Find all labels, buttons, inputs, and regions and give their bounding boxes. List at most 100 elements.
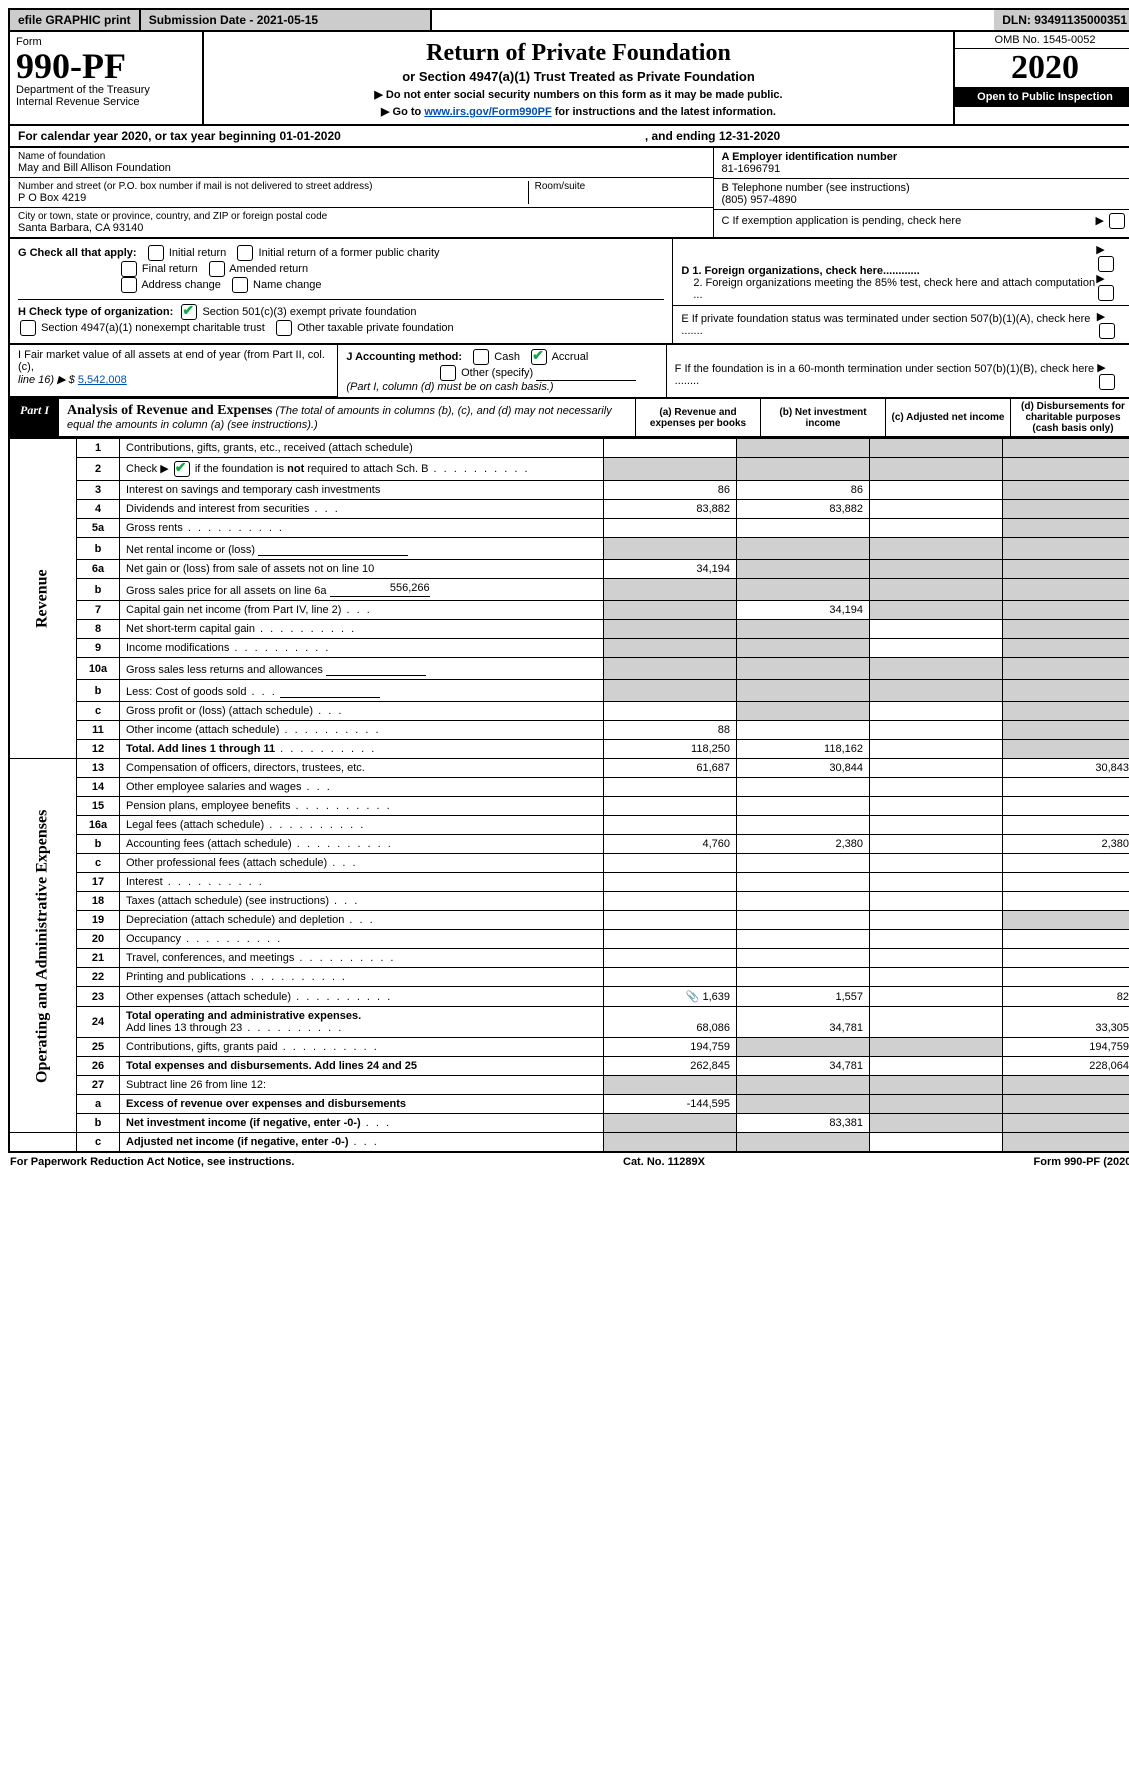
- part1-header: Part I Analysis of Revenue and Expenses …: [8, 399, 1129, 438]
- table-row: Revenue 1Contributions, gifts, grants, e…: [9, 439, 1129, 458]
- foreign-org-checkbox[interactable]: [1098, 256, 1114, 272]
- 501c3-checkbox[interactable]: [181, 304, 197, 320]
- table-row: 4Dividends and interest from securities …: [9, 500, 1129, 519]
- foundation-name-row: Name of foundation May and Bill Allison …: [10, 148, 713, 178]
- open-public: Open to Public Inspection: [955, 87, 1129, 107]
- table-row: cOther professional fees (attach schedul…: [9, 854, 1129, 873]
- col-c-header: (c) Adjusted net income: [885, 399, 1010, 436]
- dln-label: DLN: 93491135000351: [994, 10, 1129, 30]
- instruction-1: ▶ Do not enter social security numbers o…: [210, 88, 947, 101]
- other-taxable-checkbox[interactable]: [276, 320, 292, 336]
- entity-info: Name of foundation May and Bill Allison …: [8, 148, 1129, 239]
- table-row: 26Total expenses and disbursements. Add …: [9, 1057, 1129, 1076]
- fmv-link[interactable]: 5,542,008: [78, 374, 127, 386]
- table-row: 16aLegal fees (attach schedule): [9, 816, 1129, 835]
- irs-link[interactable]: www.irs.gov/Form990PF: [424, 106, 551, 118]
- table-row: bGross sales price for all assets on lin…: [9, 579, 1129, 601]
- g-row: G Check all that apply: Initial return I…: [18, 245, 664, 293]
- table-row: 2 Check ▶ if the foundation is not requi…: [9, 458, 1129, 481]
- i-box: I Fair market value of all assets at end…: [10, 345, 338, 397]
- name-change-checkbox[interactable]: [232, 277, 248, 293]
- initial-return-checkbox[interactable]: [148, 245, 164, 261]
- form-header: Form 990-PF Department of the Treasury I…: [8, 32, 1129, 126]
- table-row: 18Taxes (attach schedule) (see instructi…: [9, 892, 1129, 911]
- schb-checkbox[interactable]: [174, 461, 190, 477]
- checkbox-area: G Check all that apply: Initial return I…: [8, 239, 1129, 345]
- form-subtitle: or Section 4947(a)(1) Trust Treated as P…: [210, 69, 947, 84]
- address-row: Number and street (or P.O. box number if…: [10, 178, 713, 208]
- table-row: bNet rental income or (loss): [9, 538, 1129, 560]
- efile-label: efile GRAPHIC print: [10, 10, 141, 30]
- other-method-checkbox[interactable]: [440, 365, 456, 381]
- dept-label: Department of the Treasury: [16, 84, 196, 96]
- top-bar: efile GRAPHIC print Submission Date - 20…: [8, 8, 1129, 32]
- table-row: Operating and Administrative Expenses 13…: [9, 759, 1129, 778]
- instruction-2: ▶ Go to www.irs.gov/Form990PF for instru…: [210, 105, 947, 118]
- calendar-row: For calendar year 2020, or tax year begi…: [8, 126, 1129, 148]
- address-change-checkbox[interactable]: [121, 277, 137, 293]
- exemption-checkbox[interactable]: [1109, 213, 1125, 229]
- table-row: 7Capital gain net income (from Part IV, …: [9, 601, 1129, 620]
- part1-table: Revenue 1Contributions, gifts, grants, e…: [8, 438, 1129, 1153]
- page-footer: For Paperwork Reduction Act Notice, see …: [8, 1153, 1129, 1171]
- table-row: 17Interest: [9, 873, 1129, 892]
- city-row: City or town, state or province, country…: [10, 208, 713, 237]
- form-title: Return of Private Foundation: [210, 40, 947, 67]
- cash-checkbox[interactable]: [473, 349, 489, 365]
- initial-former-checkbox[interactable]: [237, 245, 253, 261]
- phone-value: (805) 957-4890: [722, 194, 1128, 206]
- calendar-begin: For calendar year 2020, or tax year begi…: [18, 129, 645, 143]
- table-row: aExcess of revenue over expenses and dis…: [9, 1095, 1129, 1114]
- table-row: 20Occupancy: [9, 930, 1129, 949]
- table-row: 11Other income (attach schedule) 88: [9, 721, 1129, 740]
- j-box: J Accounting method: Cash Accrual Other …: [338, 345, 665, 397]
- 4947-checkbox[interactable]: [20, 320, 36, 336]
- table-row: bNet investment income (if negative, ent…: [9, 1114, 1129, 1133]
- table-row: 22Printing and publications: [9, 968, 1129, 987]
- table-row: 21Travel, conferences, and meetings: [9, 949, 1129, 968]
- table-row: cAdjusted net income (if negative, enter…: [9, 1133, 1129, 1153]
- foreign-85-checkbox[interactable]: [1098, 285, 1114, 301]
- part1-label: Part I: [10, 399, 59, 436]
- tax-year: 2020: [955, 49, 1129, 87]
- street-address: P O Box 4219: [18, 192, 528, 204]
- d-row: D 1. Foreign organizations, check here..…: [673, 239, 1129, 306]
- irs-label: Internal Revenue Service: [16, 96, 196, 108]
- table-row: 25Contributions, gifts, grants paid 194,…: [9, 1038, 1129, 1057]
- expenses-side-label: Operating and Administrative Expenses: [9, 759, 77, 1133]
- table-row: cGross profit or (loss) (attach schedule…: [9, 702, 1129, 721]
- e-row: E If private foundation status was termi…: [673, 306, 1129, 343]
- exemption-row: C If exemption application is pending, c…: [714, 210, 1129, 232]
- city-state-zip: Santa Barbara, CA 93140: [18, 222, 705, 234]
- form-footer-label: Form 990-PF (2020): [1034, 1156, 1129, 1168]
- h-row: H Check type of organization: Section 50…: [18, 299, 664, 336]
- form-number: 990-PF: [16, 48, 196, 84]
- col-b-header: (b) Net investment income: [760, 399, 885, 436]
- foundation-name: May and Bill Allison Foundation: [18, 162, 705, 174]
- header-center: Return of Private Foundation or Section …: [204, 32, 953, 124]
- table-row: 14Other employee salaries and wages: [9, 778, 1129, 797]
- header-left: Form 990-PF Department of the Treasury I…: [10, 32, 204, 124]
- phone-row: B Telephone number (see instructions) (8…: [714, 179, 1129, 210]
- table-row: 8Net short-term capital gain: [9, 620, 1129, 639]
- ein-value: 81-1696791: [722, 163, 1128, 175]
- table-row: bLess: Cost of goods sold: [9, 680, 1129, 702]
- amended-return-checkbox[interactable]: [209, 261, 225, 277]
- final-return-checkbox[interactable]: [121, 261, 137, 277]
- accrual-checkbox[interactable]: [531, 349, 547, 365]
- 60month-checkbox[interactable]: [1099, 374, 1115, 390]
- lower-area: I Fair market value of all assets at end…: [8, 345, 1129, 399]
- terminated-checkbox[interactable]: [1099, 323, 1115, 339]
- col-d-header: (d) Disbursements for charitable purpose…: [1010, 399, 1129, 436]
- revenue-side-label: Revenue: [9, 439, 77, 759]
- table-row: 6aNet gain or (loss) from sale of assets…: [9, 560, 1129, 579]
- table-row: bAccounting fees (attach schedule) 4,760…: [9, 835, 1129, 854]
- col-a-header: (a) Revenue and expenses per books: [635, 399, 760, 436]
- table-row: 23Other expenses (attach schedule) 📎 1,6…: [9, 987, 1129, 1007]
- table-row: 3Interest on savings and temporary cash …: [9, 481, 1129, 500]
- part1-title: Analysis of Revenue and Expenses (The to…: [59, 399, 635, 436]
- table-row: 12Total. Add lines 1 through 11 118,2501…: [9, 740, 1129, 759]
- calendar-end: , and ending 12-31-2020: [645, 129, 1127, 143]
- ein-row: A Employer identification number 81-1696…: [714, 148, 1129, 179]
- table-row: 19Depreciation (attach schedule) and dep…: [9, 911, 1129, 930]
